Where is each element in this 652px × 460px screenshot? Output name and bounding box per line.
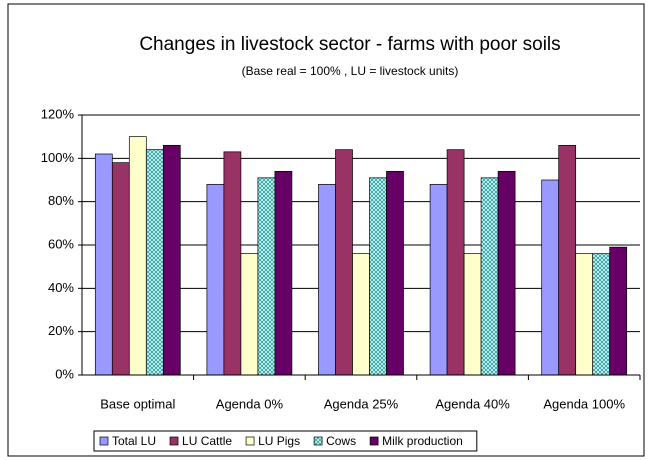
chart-subtitle: (Base real = 100% , LU = livestock units… bbox=[242, 64, 459, 78]
bar bbox=[111, 162, 130, 376]
bar bbox=[257, 177, 276, 376]
bar bbox=[429, 183, 448, 376]
legend-label: LU Cattle bbox=[182, 434, 232, 448]
bar bbox=[274, 170, 293, 376]
legend-label: Cows bbox=[326, 434, 356, 448]
bar bbox=[223, 151, 242, 376]
y-tick-label: 60% bbox=[48, 236, 74, 251]
bar bbox=[240, 253, 259, 376]
bar bbox=[206, 183, 225, 376]
legend: Total LU LU Cattle LU Pigs Cows Milk product… bbox=[93, 430, 478, 452]
bar bbox=[318, 183, 336, 376]
y-tick-label: 40% bbox=[48, 280, 74, 295]
x-tick-label: Base optimal bbox=[100, 396, 175, 411]
y-tick-label: 0% bbox=[55, 366, 74, 381]
bar bbox=[386, 170, 404, 376]
bar bbox=[335, 149, 353, 376]
legend-swatch bbox=[369, 436, 379, 446]
legend-label: Milk production bbox=[382, 434, 463, 448]
bar bbox=[609, 246, 628, 376]
y-tick-label: 100% bbox=[41, 150, 75, 165]
x-tick-label: Agenda 100% bbox=[543, 396, 625, 411]
bar bbox=[162, 144, 181, 376]
bar bbox=[352, 253, 370, 376]
legend-swatch bbox=[313, 436, 323, 446]
x-tick-label: Agenda 25% bbox=[324, 396, 399, 411]
legend-swatch bbox=[169, 436, 179, 446]
bar bbox=[369, 177, 387, 376]
bar bbox=[480, 177, 499, 376]
bar bbox=[145, 149, 164, 376]
bar bbox=[497, 170, 516, 376]
legend-label: LU Pigs bbox=[258, 434, 300, 448]
bar bbox=[575, 253, 594, 376]
legend-box bbox=[93, 430, 478, 452]
bar bbox=[463, 253, 482, 376]
bar bbox=[541, 179, 560, 376]
x-tick-label: Agenda 0% bbox=[216, 396, 284, 411]
y-tick-label: 80% bbox=[48, 193, 74, 208]
bar bbox=[446, 149, 465, 376]
bar bbox=[128, 136, 147, 376]
legend-label: Total LU bbox=[112, 434, 156, 448]
x-tick-label: Agenda 40% bbox=[435, 396, 510, 411]
legend-swatch bbox=[245, 436, 255, 446]
y-tick-label: 20% bbox=[48, 323, 74, 338]
y-tick-label: 120% bbox=[41, 106, 75, 121]
bar bbox=[558, 144, 577, 376]
bar bbox=[592, 253, 611, 376]
bar bbox=[94, 153, 113, 376]
legend-swatch bbox=[99, 436, 109, 446]
chart-title: Changes in livestock sector - farms with… bbox=[139, 34, 560, 55]
